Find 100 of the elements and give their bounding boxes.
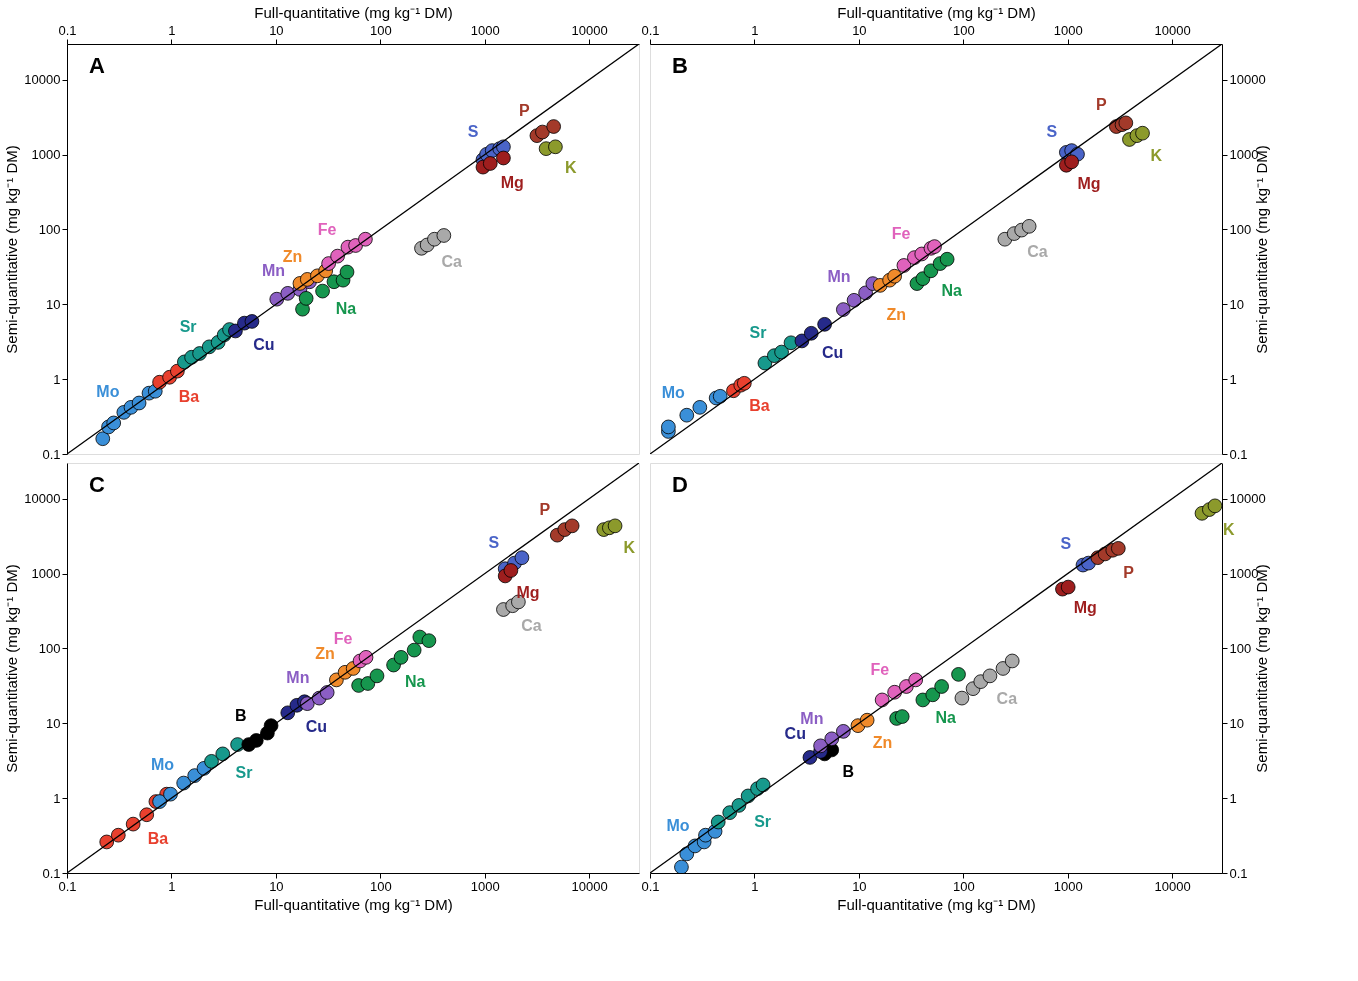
y-tick-label: 100: [38, 221, 61, 237]
y-tick-label: 10000: [24, 72, 61, 88]
x-tick-label: 10000: [571, 22, 608, 38]
chart-title: B: [672, 53, 688, 78]
series-label: Ca: [1027, 243, 1048, 261]
series-label: Fe: [891, 225, 911, 243]
series-label: Cu: [821, 343, 844, 361]
series-label: Fe: [333, 630, 353, 648]
x-tick-label: 1000: [1053, 22, 1083, 38]
series-label: K: [1150, 147, 1163, 165]
series-label: Sr: [179, 317, 197, 335]
chart-title: A: [89, 53, 105, 78]
series-label: Ba: [178, 387, 200, 405]
series-label: Mn: [286, 669, 310, 687]
series-label: K: [1223, 520, 1235, 538]
series-label: Sr: [749, 324, 767, 342]
series-label: Ba: [749, 397, 770, 415]
x-tick-label: 1: [168, 878, 176, 894]
y-tick-label: 0.1: [42, 865, 61, 881]
x-tick-label: 0.1: [641, 22, 660, 38]
series-label: Mo: [666, 816, 690, 834]
x-tick-label: 1000: [1053, 878, 1083, 894]
series-label: Mg: [500, 173, 524, 191]
series-label: K: [564, 158, 577, 176]
series-label: Ca: [996, 689, 1018, 707]
y-tick-label: 10000: [1229, 491, 1266, 507]
series-label: Mo: [661, 383, 686, 401]
series-label: Sr: [754, 812, 772, 830]
y-tick-label: 10: [46, 715, 61, 731]
x-tick-label: 1: [751, 22, 759, 38]
y-tick-label: 1: [1229, 371, 1237, 387]
series-label: Ca: [521, 616, 542, 634]
series-label: P: [1123, 563, 1135, 581]
x-tick-label: 100: [952, 878, 975, 894]
series-label: Zn: [315, 644, 335, 662]
chart-title: C: [89, 472, 105, 497]
series-label: Zn: [886, 305, 906, 323]
series-label: Cu: [784, 725, 806, 743]
series-label: Cu: [253, 336, 275, 354]
x-axis-title: Full-quantitative (mg kg⁻¹ DM): [837, 3, 1036, 21]
x-axis-title: Full-quantitative (mg kg⁻¹ DM): [254, 3, 453, 21]
chart-title: D: [672, 472, 688, 497]
series-label: Fe: [317, 221, 337, 239]
x-tick-label: 10: [269, 22, 284, 38]
x-tick-label: 1: [751, 878, 759, 894]
series-label: Ba: [147, 829, 169, 847]
x-tick-label: 10000: [571, 878, 608, 894]
series-label: P: [539, 501, 551, 519]
x-tick-label: 10000: [1154, 22, 1191, 38]
series-label: S: [467, 123, 479, 141]
y-tick-label: 10: [1229, 715, 1244, 731]
y-tick-label: 1: [53, 790, 61, 806]
x-tick-label: 10: [852, 22, 867, 38]
series-label: Na: [335, 299, 357, 317]
series-label: Zn: [872, 733, 893, 751]
y-tick-label: 100: [1229, 640, 1252, 656]
series-label: Mo: [150, 755, 175, 773]
series-label: B: [842, 762, 854, 780]
x-tick-label: 1000: [470, 878, 500, 894]
y-tick-label: 1: [53, 371, 61, 387]
series-label: S: [1046, 123, 1058, 141]
x-tick-label: 10: [269, 878, 284, 894]
x-axis-title: Full-quantitative (mg kg⁻¹ DM): [837, 895, 1036, 913]
x-tick-label: 100: [369, 22, 392, 38]
series-label: S: [1060, 535, 1072, 553]
x-tick-label: 10: [852, 878, 867, 894]
series-label: P: [1096, 95, 1108, 113]
series-label: Mn: [800, 709, 824, 727]
series-label: Mg: [1073, 599, 1097, 617]
series-label: Na: [935, 709, 957, 727]
y-axis-title: Semi-quantitative (mg kg⁻¹ DM): [3, 145, 21, 354]
series-label: Cu: [305, 717, 328, 735]
series-label: Sr: [235, 764, 253, 782]
series-label: Mo: [96, 382, 120, 400]
series-label: Na: [404, 672, 426, 690]
y-tick-label: 1: [1229, 790, 1237, 806]
series-label: B: [235, 706, 247, 724]
series-label: Na: [941, 282, 962, 300]
series-label: P: [519, 102, 531, 120]
x-tick-label: 0.1: [641, 878, 660, 894]
x-tick-label: 1000: [470, 22, 500, 38]
y-tick-label: 0.1: [1229, 446, 1248, 462]
x-axis-title: Full-quantitative (mg kg⁻¹ DM): [254, 895, 453, 913]
x-tick-label: 10000: [1154, 878, 1191, 894]
y-tick-label: 10: [1229, 296, 1244, 312]
y-tick-label: 1000: [31, 566, 61, 582]
series-label: S: [488, 534, 500, 552]
y-tick-label: 10000: [1229, 72, 1266, 88]
series-label: Mg: [516, 584, 540, 602]
series-label: Fe: [870, 660, 890, 678]
x-tick-label: 100: [369, 878, 392, 894]
y-tick-label: 100: [38, 640, 61, 656]
y-tick-label: 10000: [24, 491, 61, 507]
y-tick-label: 0.1: [1229, 865, 1248, 881]
y-axis-title: Semi-quantitative (mg kg⁻¹ DM): [3, 564, 21, 773]
y-tick-label: 10: [46, 296, 61, 312]
x-tick-label: 100: [952, 22, 975, 38]
y-tick-label: 0.1: [42, 446, 61, 462]
y-tick-label: 1000: [31, 147, 61, 163]
series-label: K: [623, 538, 636, 556]
